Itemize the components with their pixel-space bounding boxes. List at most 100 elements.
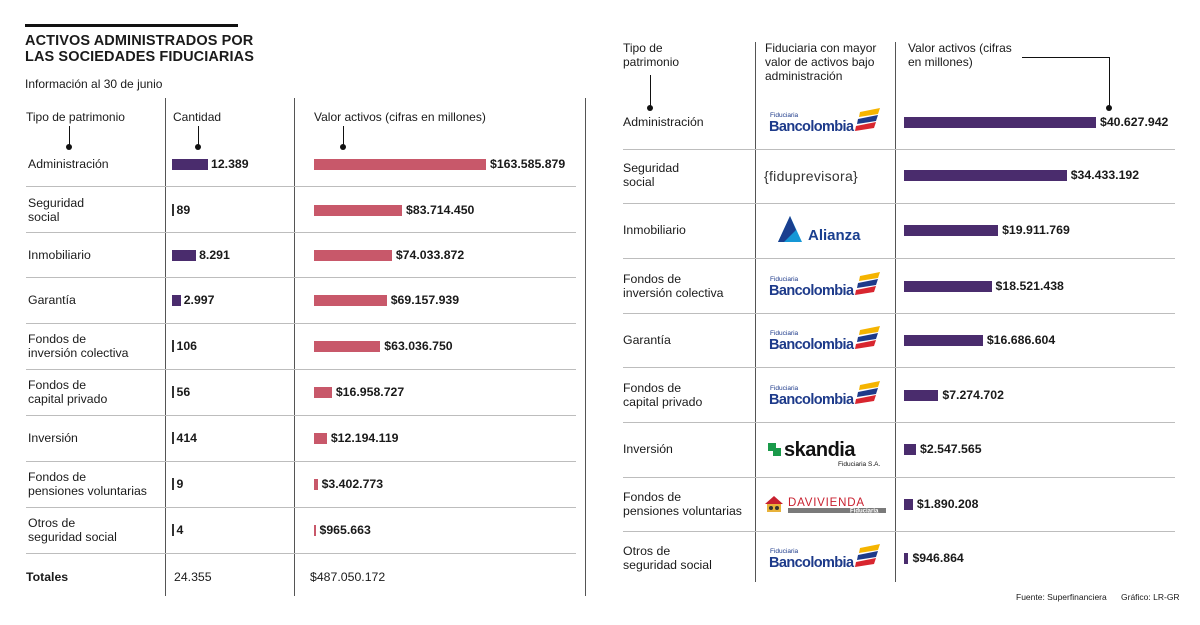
value-label: $965.663 xyxy=(319,523,371,537)
count-bar xyxy=(172,159,208,170)
count-label: 9 xyxy=(176,477,184,491)
row-label: Fondos de inversión colectiva xyxy=(623,272,724,300)
left-value-pointer-dot xyxy=(340,144,346,150)
skandia-logo: skandia Fiduciaria S.A. xyxy=(762,429,894,469)
value-bar xyxy=(314,479,318,490)
value-bar xyxy=(904,499,913,510)
count-bar xyxy=(172,478,174,490)
left-count-pointer-dot xyxy=(195,144,201,150)
bancolombia-flag-icon xyxy=(855,381,880,404)
count-label: 56 xyxy=(176,385,191,399)
right-type-pointer-dot xyxy=(647,105,653,111)
row-label: Fondos de pensiones voluntarias xyxy=(28,470,147,498)
value-label: $19.911.769 xyxy=(1002,223,1070,237)
bancolombia-logo: Fiduciaria Bancolombia xyxy=(762,375,894,415)
value-label: $7.274.702 xyxy=(942,388,1004,402)
row-divider xyxy=(623,367,1175,368)
row-divider xyxy=(26,415,576,416)
bancolombia-logo: Fiduciaria Bancolombia xyxy=(762,320,894,360)
totals-label: Totales xyxy=(26,570,69,584)
left-header-count: Cantidad xyxy=(173,110,222,124)
count-label: 8.291 xyxy=(199,248,230,262)
count-bar xyxy=(172,524,174,536)
value-bar xyxy=(904,553,909,564)
count-label: 2.997 xyxy=(183,293,215,307)
row-divider xyxy=(26,186,576,187)
row-label: Garantía xyxy=(28,293,76,307)
value-label: $1.890.208 xyxy=(916,497,979,511)
davivienda-house-icon xyxy=(765,496,783,512)
logo-underline xyxy=(788,508,886,513)
row-label: Seguridad social xyxy=(623,161,680,189)
count-bar xyxy=(172,432,174,444)
logo-wordmark: skandia xyxy=(784,439,856,461)
row-divider xyxy=(623,203,1175,204)
value-label: $2.547.565 xyxy=(920,442,982,456)
fiduprevisora-logo: {fiduprevisora} xyxy=(762,155,894,195)
count-label: 106 xyxy=(176,339,198,353)
row-label: Inmobiliario xyxy=(623,223,686,237)
count-bar xyxy=(172,340,174,352)
value-label: $63.036.750 xyxy=(384,339,453,353)
bancolombia-logo: Fiduciaria Bancolombia xyxy=(762,266,894,306)
left-col-divider-3 xyxy=(585,98,586,596)
row-label: Inversión xyxy=(28,431,78,445)
row-label: Administración xyxy=(623,115,704,129)
totals-value: $487.050.172 xyxy=(310,570,386,584)
value-bar xyxy=(904,117,1096,128)
row-divider xyxy=(26,461,576,462)
row-divider xyxy=(26,277,576,278)
left-header-type: Tipo de patrimonio xyxy=(26,110,125,124)
logo-small-text: Fiduciaria xyxy=(770,330,799,337)
totals-count: 24.355 xyxy=(174,570,212,584)
value-label: $946.864 xyxy=(912,551,964,565)
count-label: 4 xyxy=(176,523,184,537)
value-bar xyxy=(314,387,332,398)
value-bar xyxy=(314,341,381,352)
right-value-pointer xyxy=(1109,57,1110,107)
left-value-pointer xyxy=(343,126,344,146)
logo-wordmark: Bancolombia xyxy=(769,337,855,353)
bancolombia-flag-icon xyxy=(855,326,880,349)
davivienda-logo: DAVIVIENDA Fiduciaria xyxy=(762,484,894,524)
value-bar xyxy=(314,433,327,444)
count-label: 414 xyxy=(176,431,198,445)
value-bar xyxy=(904,281,992,292)
value-bar xyxy=(314,205,403,216)
value-bar xyxy=(314,295,387,306)
value-bar xyxy=(904,390,939,401)
value-bar xyxy=(904,335,983,346)
left-count-pointer xyxy=(198,126,199,146)
value-bar xyxy=(314,525,316,536)
row-label: Fondos de pensiones voluntarias xyxy=(623,490,742,518)
logo-wordmark: Bancolombia xyxy=(769,555,855,571)
row-divider xyxy=(26,369,576,370)
logo-small-text: Fiduciaria xyxy=(770,548,799,555)
value-label: $3.402.773 xyxy=(321,477,384,491)
row-divider xyxy=(623,422,1175,423)
value-label: $40.627.942 xyxy=(1100,115,1169,129)
alianza-logo: Alianza xyxy=(762,210,894,250)
right-col-divider-2 xyxy=(895,42,896,582)
logo-wordmark: Bancolombia xyxy=(769,283,855,299)
row-label: Administración xyxy=(28,157,109,171)
value-label: $74.033.872 xyxy=(395,248,465,262)
logo-small-text: Fiduciaria xyxy=(770,385,799,392)
right-header-type: Tipo de patrimonio xyxy=(623,41,680,69)
bancolombia-logo: Fiduciaria Bancolombia xyxy=(762,102,894,142)
value-label: $69.157.939 xyxy=(390,293,460,307)
left-type-pointer xyxy=(69,126,70,146)
value-label: $16.958.727 xyxy=(335,385,405,399)
value-label: $83.714.450 xyxy=(406,203,475,217)
row-label: Seguridad social xyxy=(28,196,85,224)
credit-note: Gráfico: LR-GR xyxy=(1121,592,1180,602)
right-header-value: Valor activos (cifras en millones) xyxy=(908,41,1012,69)
row-divider xyxy=(623,258,1175,259)
count-label: 89 xyxy=(176,203,191,217)
bancolombia-flag-icon xyxy=(855,108,880,131)
row-divider xyxy=(26,553,576,554)
logo-wordmark: Alianza xyxy=(808,227,861,244)
row-label: Inmobiliario xyxy=(28,248,91,262)
row-label: Fondos de inversión colectiva xyxy=(28,332,129,360)
row-divider xyxy=(26,507,576,508)
